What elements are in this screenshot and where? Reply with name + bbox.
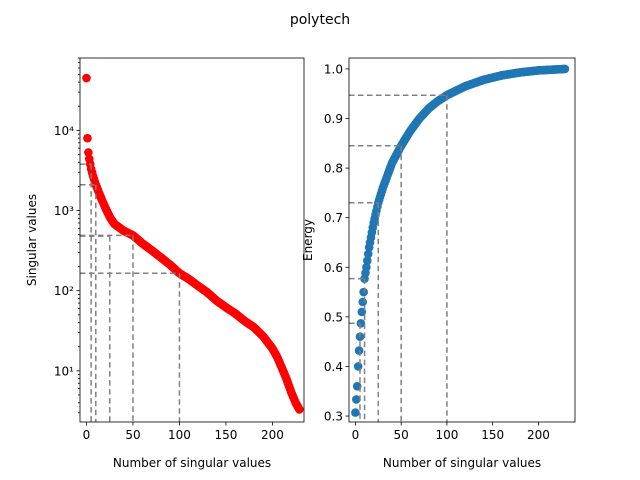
singular-values-point — [82, 73, 91, 83]
energy-point — [363, 249, 373, 259]
energy-ytick-label: 1.0 — [324, 62, 343, 76]
energy-point — [352, 395, 361, 404]
energy-point — [353, 362, 363, 371]
singular-values-ytick-label: 10¹ — [54, 364, 74, 378]
energy-point — [362, 262, 371, 272]
singular-values-ytick-label: 10³ — [54, 204, 74, 218]
energy-ytick-label: 0.4 — [324, 360, 343, 374]
energy-xlabel: Number of singular values — [383, 456, 541, 470]
energy-xtick-label: 50 — [394, 428, 409, 442]
singular-values-ytick-label: 10⁴ — [54, 124, 74, 138]
energy-ytick-label: 0.6 — [324, 261, 343, 275]
singular-values-axes-frame — [79, 57, 305, 423]
energy-xtick-label: 0 — [352, 428, 360, 442]
energy-ytick-label: 0.5 — [324, 310, 343, 324]
energy-xtick-label: 100 — [435, 428, 458, 442]
energy-ytick-label: 0.8 — [324, 162, 343, 176]
figure-title: polytech — [290, 12, 350, 28]
singular-values-xtick-label: 100 — [168, 428, 191, 442]
singular-values-ticks: 0 50 100 150 200 10¹ 10² 10³ 10⁴ — [54, 57, 284, 442]
singular-values-ylabel: Singular values — [25, 194, 39, 286]
singular-values-point — [83, 133, 92, 143]
energy-ylabel: Energy — [301, 219, 315, 261]
energy-point — [560, 64, 570, 74]
energy-point — [354, 346, 364, 355]
energy-point — [363, 256, 372, 265]
energy-ytick-label: 0.7 — [324, 211, 343, 225]
energy-xtick-label: 150 — [481, 428, 504, 442]
energy-point — [359, 287, 368, 297]
singular-values-point — [84, 148, 93, 157]
singular-values-plot: 0 50 100 150 200 10¹ 10² 10³ 10⁴ Number of singu… — [25, 57, 305, 470]
energy-ytick-label: 0.3 — [324, 410, 343, 424]
energy-ytick-label: 0.9 — [324, 112, 343, 126]
energy-axes-frame — [348, 57, 576, 423]
singular-values-point — [295, 405, 304, 414]
singular-values-guides — [80, 163, 181, 422]
energy-plot: 0 50 100 150 200 0.3 0.4 0.5 0.6 0.7 0.8 0.9 1.0 Num… — [301, 57, 576, 470]
singular-values-markers — [82, 73, 304, 414]
singular-values-xlabel: Number of singular values — [113, 456, 271, 470]
energy-ticks: 0 50 100 150 200 0.3 0.4 0.5 0.6 0.7 0.8 0.9 1.0 — [324, 62, 550, 442]
singular-values-ytick-label: 10² — [54, 284, 74, 298]
singular-values-xtick-label: 0 — [83, 428, 91, 442]
energy-markers — [351, 64, 570, 417]
energy-point — [356, 319, 366, 328]
singular-values-xtick-label: 50 — [125, 428, 140, 442]
energy-point — [351, 408, 360, 417]
energy-point — [358, 297, 368, 307]
energy-guides — [349, 94, 448, 422]
singular-values-xtick-label: 150 — [214, 428, 237, 442]
singular-values-xtick-label: 200 — [261, 428, 284, 442]
energy-xtick-label: 200 — [527, 428, 550, 442]
